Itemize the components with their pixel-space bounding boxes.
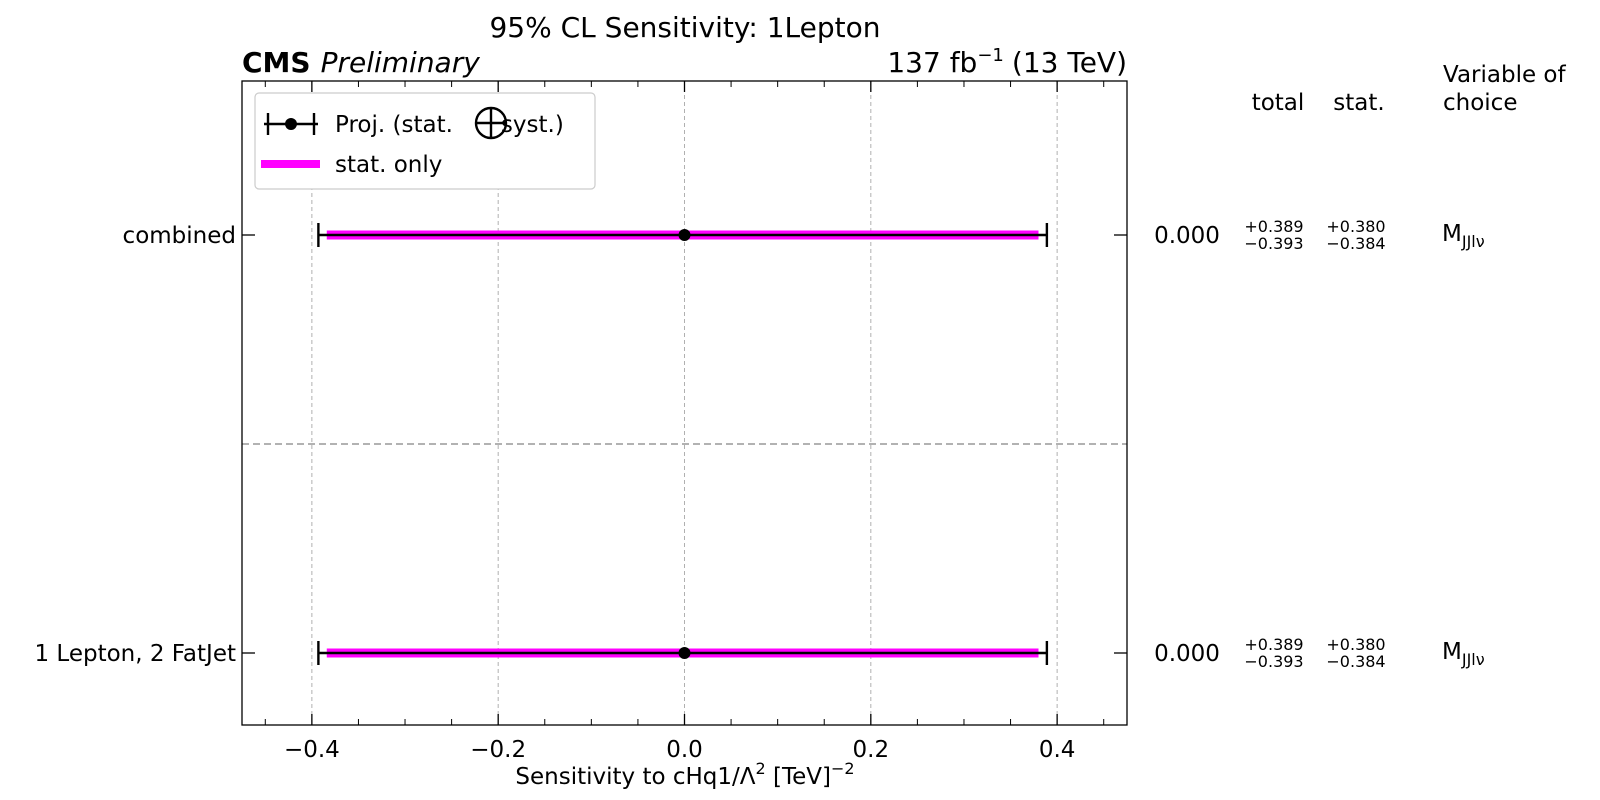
x-axis-label-sup2: −2 <box>831 759 855 778</box>
total-up: +0.389 <box>1244 635 1303 654</box>
x-tick-label: −0.4 <box>284 737 340 763</box>
experiment-name: CMS <box>242 46 311 79</box>
legend-entry-proj-pre: Proj. (stat. <box>335 112 453 138</box>
central-marker <box>678 647 691 659</box>
chart-title: 95% CL Sensitivity: 1Lepton <box>489 11 880 44</box>
total-down: −0.393 <box>1244 652 1303 671</box>
row-label: combined <box>123 223 236 249</box>
legend-entry-stat: stat. only <box>335 152 442 178</box>
oplus-symbol <box>474 106 508 140</box>
stat-down: −0.384 <box>1326 234 1385 253</box>
stat-up: +0.380 <box>1326 635 1385 654</box>
central-marker <box>678 229 691 241</box>
total-up: +0.389 <box>1244 217 1303 236</box>
legend-errorbar-marker <box>285 118 297 130</box>
row-labels: combined 1 Lepton, 2 FatJet <box>34 223 236 667</box>
status-label: Preliminary <box>321 46 481 79</box>
x-axis-label-text: Sensitivity to cHq1/Λ <box>515 764 755 790</box>
total-down: −0.393 <box>1244 234 1303 253</box>
x-axis-label-sup1: 2 <box>756 759 766 778</box>
lumi-exponent: −1 <box>977 45 1004 66</box>
variable-label: MJJlν <box>1442 639 1485 669</box>
central-value: 0.000 <box>1154 641 1220 667</box>
legend-frame <box>254 92 596 190</box>
experiment-label: CMS Preliminary <box>242 46 480 79</box>
lumi-label: 137 fb−1 (13 TeV) <box>887 45 1127 79</box>
x-axis-label: Sensitivity to cHq1/Λ2 [TeV]−2 <box>515 759 854 790</box>
axes: −0.4 −0.2 0.0 0.2 0.4 <box>241 80 1128 763</box>
header-variable-line2: choice <box>1443 90 1517 116</box>
x-axis-label-unit: [TeV] <box>766 764 831 790</box>
x-tick-label: 0.4 <box>1039 737 1076 763</box>
legend-entry-proj: Proj. (stat. syst.) <box>335 112 564 138</box>
central-value: 0.000 <box>1154 223 1220 249</box>
row-label: 1 Lepton, 2 FatJet <box>34 641 236 667</box>
lumi-value: 137 fb <box>887 46 977 79</box>
header-variable-line1: Variable of <box>1443 62 1567 88</box>
legend: Proj. (stat. syst.) stat. only <box>254 92 596 190</box>
data-marks <box>317 223 1049 665</box>
header-total: total <box>1252 90 1305 116</box>
x-tick-label: 0.2 <box>853 737 890 763</box>
header-stat: stat. <box>1333 90 1384 116</box>
x-tick-label: −0.2 <box>470 737 526 763</box>
legend-entry-proj-post: syst.) <box>501 112 564 138</box>
lumi-energy: (13 TeV) <box>1012 46 1127 79</box>
x-tick-label: 0.0 <box>666 737 703 763</box>
stat-up: +0.380 <box>1326 217 1385 236</box>
variable-label: MJJlν <box>1442 221 1485 251</box>
stat-down: −0.384 <box>1326 652 1385 671</box>
